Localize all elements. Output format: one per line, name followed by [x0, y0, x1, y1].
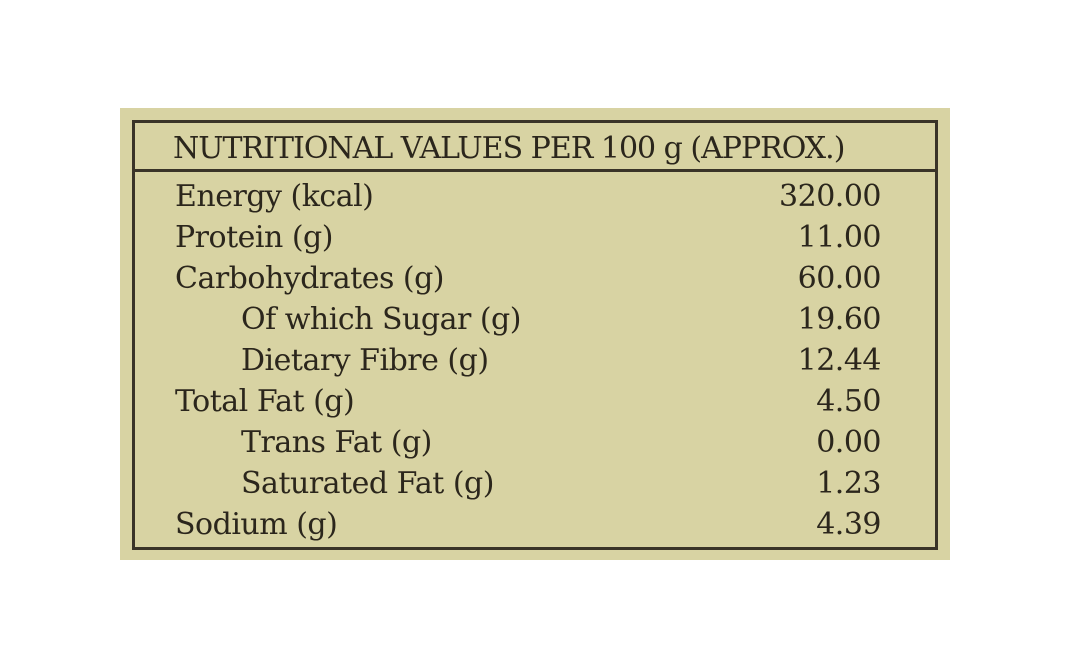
- row-label-trans-fat: Trans Fat (g): [241, 425, 432, 460]
- row-value-sugar: 19.60: [797, 302, 882, 337]
- nutrition-rows: Energy (kcal) 320.00 Protein (g) 11.00 C…: [135, 172, 935, 545]
- row-value-total-fat: 4.50: [816, 384, 881, 419]
- row-label-total-fat: Total Fat (g): [175, 384, 355, 419]
- row-value-sodium: 4.39: [816, 507, 881, 542]
- table-row: Carbohydrates (g) 60.00: [135, 258, 935, 299]
- row-label-dietary-fibre: Dietary Fibre (g): [241, 343, 489, 378]
- row-value-trans-fat: 0.00: [816, 425, 881, 460]
- row-label-protein: Protein (g): [175, 220, 333, 255]
- table-row: Energy (kcal) 320.00: [135, 176, 935, 217]
- table-row: Total Fat (g) 4.50: [135, 381, 935, 422]
- table-row: Dietary Fibre (g) 12.44: [135, 340, 935, 381]
- row-label-sugar: Of which Sugar (g): [241, 302, 521, 337]
- row-label-carbohydrates: Carbohydrates (g): [175, 261, 445, 296]
- nutrition-panel: NUTRITIONAL VALUES PER 100 g (APPROX.) E…: [120, 108, 950, 560]
- row-value-saturated-fat: 1.23: [816, 466, 881, 501]
- row-label-saturated-fat: Saturated Fat (g): [241, 466, 494, 501]
- table-row: Of which Sugar (g) 19.60: [135, 299, 935, 340]
- table-row: Protein (g) 11.00: [135, 217, 935, 258]
- table-row: Saturated Fat (g) 1.23: [135, 463, 935, 504]
- row-value-energy: 320.00: [779, 179, 881, 214]
- nutrition-table: NUTRITIONAL VALUES PER 100 g (APPROX.) E…: [132, 120, 938, 550]
- row-value-dietary-fibre: 12.44: [797, 343, 882, 378]
- table-title: NUTRITIONAL VALUES PER 100 g (APPROX.): [135, 123, 935, 172]
- row-value-carbohydrates: 60.00: [797, 261, 882, 296]
- row-value-protein: 11.00: [797, 220, 882, 255]
- row-label-sodium: Sodium (g): [175, 507, 338, 542]
- table-row: Trans Fat (g) 0.00: [135, 422, 935, 463]
- table-row: Sodium (g) 4.39: [135, 504, 935, 545]
- row-label-energy: Energy (kcal): [175, 179, 374, 214]
